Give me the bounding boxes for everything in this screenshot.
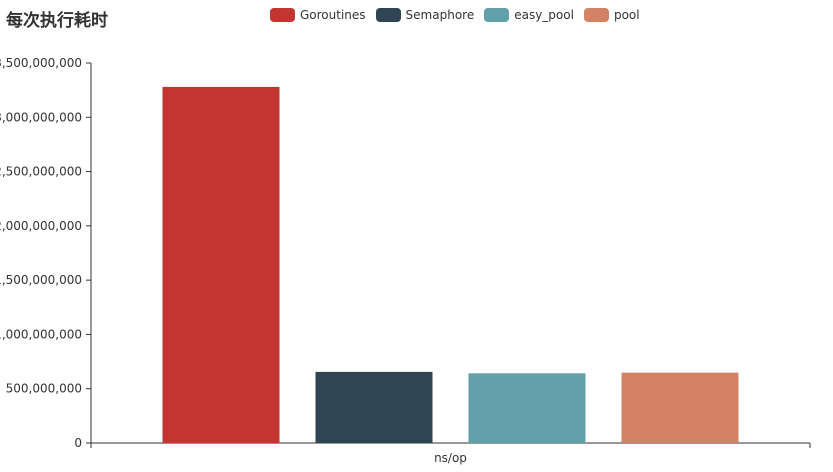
bar-goroutines: [162, 86, 280, 443]
legend-item-semaphore[interactable]: Semaphore: [375, 8, 475, 22]
bar-pool: [621, 372, 739, 443]
bar-semaphore: [315, 371, 433, 443]
legend-swatch-pool: [583, 8, 609, 22]
legend-label-goroutines: Goroutines: [300, 8, 366, 22]
legend-label-easy-pool: easy_pool: [514, 8, 574, 22]
chart-title: 每次执行耗时: [6, 11, 108, 31]
chart-legend: Goroutines Semaphore easy_pool pool: [270, 8, 640, 22]
y-tick-label: 2,500,000,000: [0, 165, 82, 179]
y-tick-label: 1,000,000,000: [0, 327, 82, 341]
x-tick-label: ns/op: [434, 451, 467, 465]
legend-label-pool: pool: [613, 8, 640, 22]
y-tick-label: 1,500,000,000: [0, 273, 82, 287]
legend-item-pool[interactable]: pool: [583, 8, 640, 22]
y-tick-label: 3,000,000,000: [0, 110, 82, 124]
y-tick-label: 2,000,000,000: [0, 219, 82, 233]
y-tick-label: 500,000,000: [6, 382, 82, 396]
legend-item-easy-pool[interactable]: easy_pool: [484, 8, 574, 22]
legend-item-goroutines[interactable]: Goroutines: [270, 8, 366, 22]
legend-swatch-semaphore: [375, 8, 401, 22]
y-tick-label: 0: [74, 436, 82, 450]
y-tick-label: 3,500,000,000: [0, 56, 82, 70]
legend-swatch-goroutines: [270, 8, 295, 22]
legend-label-semaphore: Semaphore: [405, 8, 475, 22]
legend-swatch-easy-pool: [484, 8, 510, 22]
bar-easy-pool: [468, 373, 586, 443]
